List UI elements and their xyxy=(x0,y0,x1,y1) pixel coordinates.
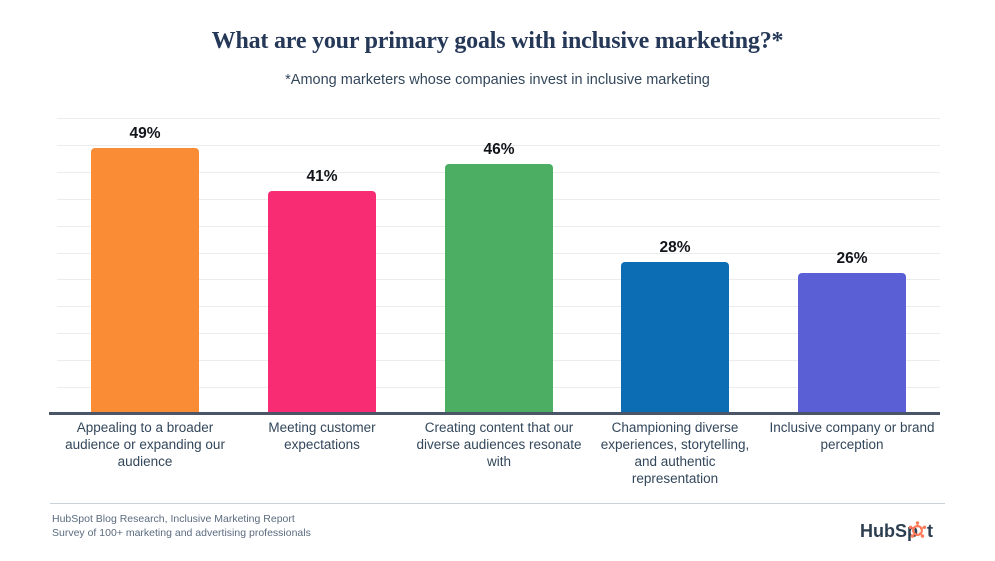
category-label: Inclusive company or brand perception xyxy=(769,420,935,452)
svg-text:HubSp: HubSp xyxy=(860,521,918,541)
footer-divider xyxy=(50,503,945,504)
category-labels: Appealing to a broader audience or expan… xyxy=(57,419,940,499)
bar[interactable] xyxy=(268,191,376,414)
category-label: Creating content that our diverse audien… xyxy=(416,420,582,469)
bar-series: 49% 41% 46% 28% 26% xyxy=(57,118,940,414)
bar-value-label: 28% xyxy=(659,239,691,256)
bar[interactable] xyxy=(445,164,553,414)
source-note: HubSpot Blog Research, Inclusive Marketi… xyxy=(52,512,311,540)
bar-group: 28% xyxy=(621,118,729,414)
bar-group: 26% xyxy=(798,118,906,414)
bar[interactable] xyxy=(91,148,199,414)
svg-text:t: t xyxy=(927,521,933,541)
hubspot-logo: HubSp t xyxy=(860,518,946,544)
bar-value-label: 41% xyxy=(306,168,338,185)
gridline xyxy=(57,118,940,119)
x-axis-line xyxy=(49,412,940,415)
bar-group: 49% xyxy=(91,118,199,414)
bar-value-label: 49% xyxy=(129,125,161,142)
bar-group: 46% xyxy=(445,118,553,414)
bar[interactable] xyxy=(798,273,906,414)
bar-group: 41% xyxy=(268,118,376,414)
plot-area: 49% 41% 46% 28% 26% xyxy=(57,118,940,415)
hubspot-logo-icon: HubSp t xyxy=(860,521,933,541)
category-label: Appealing to a broader audience or expan… xyxy=(65,420,225,469)
bar[interactable] xyxy=(621,262,729,414)
chart-title: What are your primary goals with inclusi… xyxy=(211,28,784,54)
source-line-1: HubSpot Blog Research, Inclusive Marketi… xyxy=(52,513,295,525)
category-label: Meeting customer expectations xyxy=(268,420,376,452)
chart-subtitle: *Among marketers whose companies invest … xyxy=(285,72,710,88)
bar-value-label: 46% xyxy=(483,141,515,158)
bar-value-label: 26% xyxy=(836,250,868,267)
category-label: Championing diverse experiences, storyte… xyxy=(600,420,750,486)
source-line-2: Survey of 100+ marketing and advertising… xyxy=(52,527,311,539)
gridline xyxy=(57,145,940,146)
